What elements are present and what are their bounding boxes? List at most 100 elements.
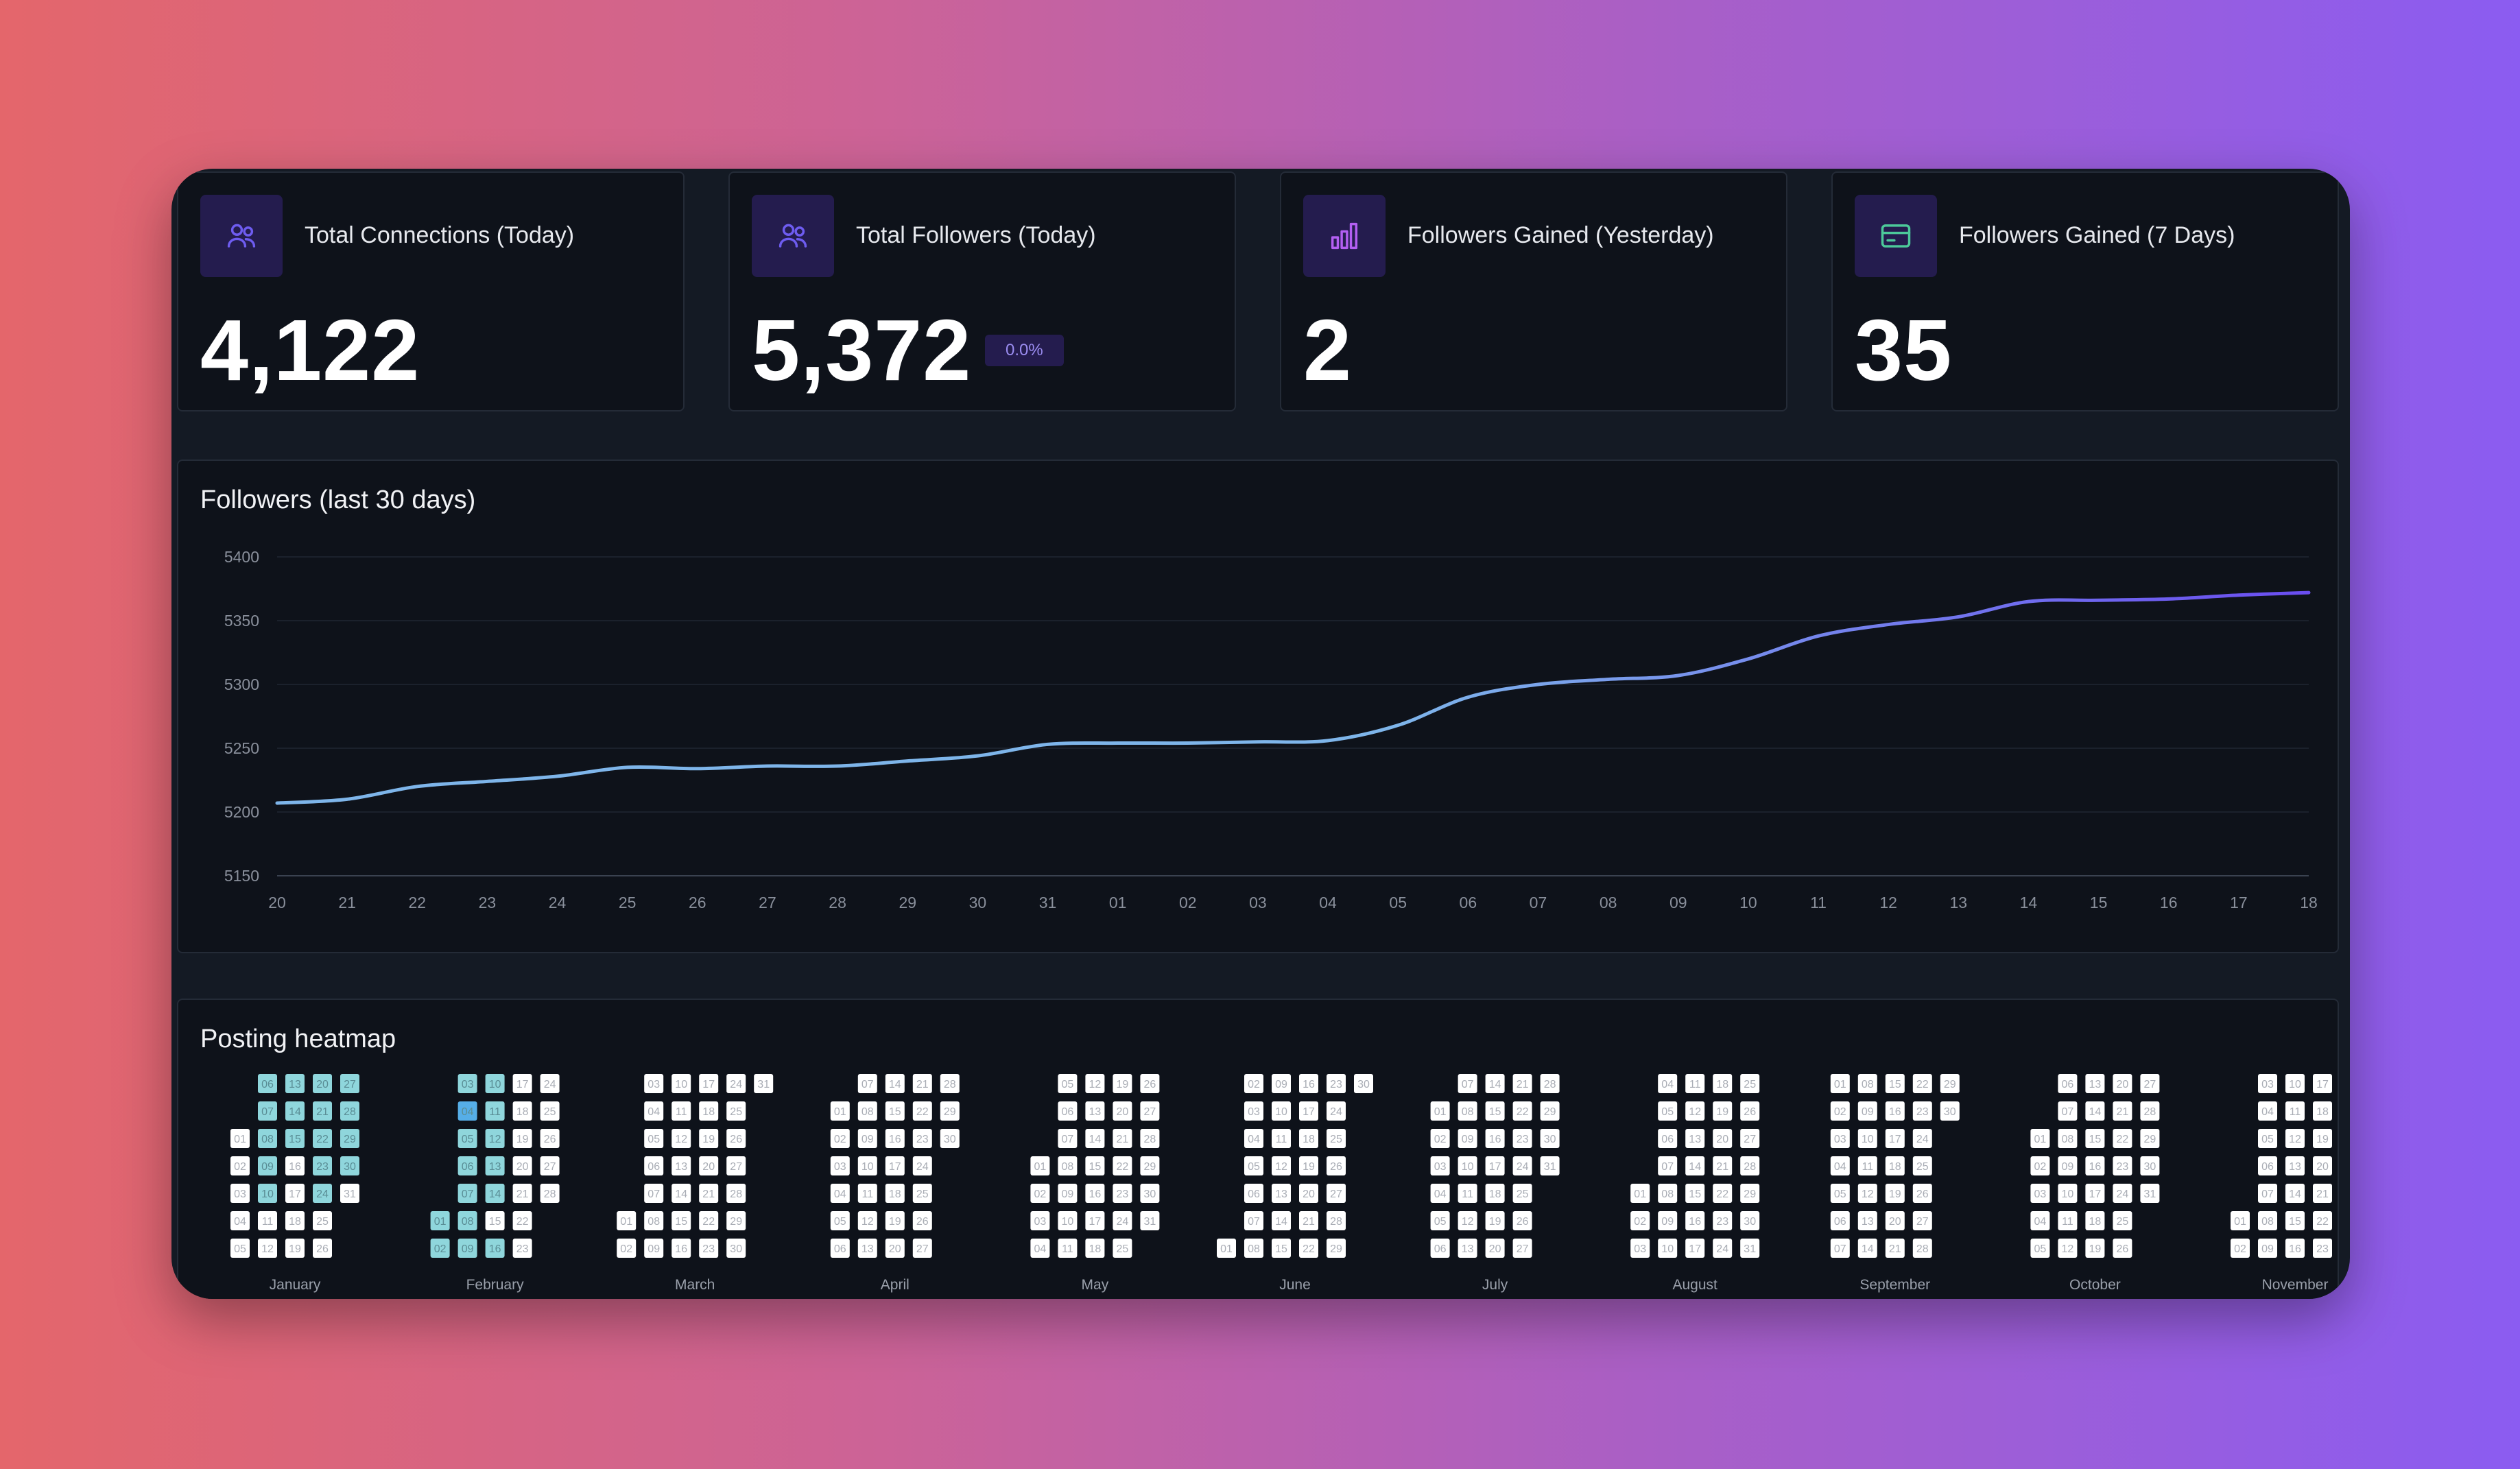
heatmap-cell[interactable] [617,1239,637,1258]
heatmap-cell[interactable] [1140,1101,1160,1121]
heatmap-cell[interactable] [2258,1239,2277,1258]
heatmap-cell[interactable] [699,1156,719,1175]
heatmap-cell[interactable] [1740,1211,1760,1230]
heatmap-cell[interactable] [885,1184,905,1203]
heatmap-cell[interactable] [1458,1239,1477,1258]
heatmap-cell[interactable] [2030,1211,2050,1230]
heatmap-cell[interactable] [1685,1184,1705,1203]
heatmap-cell[interactable] [1685,1129,1705,1148]
heatmap-cell[interactable] [1713,1211,1733,1230]
heatmap-cell[interactable] [1685,1211,1705,1230]
heatmap-cell[interactable] [1912,1156,1932,1175]
heatmap-cell[interactable] [1244,1184,1263,1203]
heatmap-cell[interactable] [1830,1074,1850,1093]
heatmap-cell[interactable] [1085,1129,1105,1148]
heatmap-cell[interactable] [699,1239,719,1258]
heatmap-cell[interactable] [2258,1211,2277,1230]
heatmap-cell[interactable] [1658,1074,1678,1093]
heatmap-cell[interactable] [885,1211,905,1230]
heatmap-cell[interactable] [340,1101,359,1121]
heatmap-cell[interactable] [1630,1211,1650,1230]
heatmap-cell[interactable] [2140,1184,2160,1203]
heatmap-cell[interactable] [340,1156,359,1175]
heatmap-cell[interactable] [1430,1101,1450,1121]
heatmap-cell[interactable] [830,1239,850,1258]
heatmap-cell[interactable] [2030,1129,2050,1148]
heatmap-cell[interactable] [1113,1101,1132,1121]
heatmap-cell[interactable] [1940,1074,1960,1093]
heatmap-cell[interactable] [940,1129,960,1148]
heatmap-cell[interactable] [1113,1184,1132,1203]
heatmap-cell[interactable] [1140,1184,1160,1203]
heatmap-cell[interactable] [830,1211,850,1230]
heatmap-cell[interactable] [1857,1184,1877,1203]
heatmap-cell[interactable] [2231,1239,2250,1258]
heatmap-cell[interactable] [1458,1074,1477,1093]
heatmap-cell[interactable] [285,1239,305,1258]
heatmap-cell[interactable] [485,1211,505,1230]
heatmap-cell[interactable] [2313,1101,2332,1121]
heatmap-cell[interactable] [1299,1074,1318,1093]
heatmap-cell[interactable] [699,1129,719,1148]
heatmap-cell[interactable] [1030,1211,1050,1230]
heatmap-cell[interactable] [2085,1239,2105,1258]
heatmap-cell[interactable] [485,1156,505,1175]
heatmap-cell[interactable] [2140,1074,2160,1093]
heatmap-cell[interactable] [912,1239,932,1258]
heatmap-cell[interactable] [912,1156,932,1175]
heatmap-cell[interactable] [1058,1239,1078,1258]
heatmap-cell[interactable] [1030,1239,1050,1258]
heatmap-cell[interactable] [1912,1184,1932,1203]
heatmap-cell[interactable] [2285,1129,2305,1148]
heatmap-cell[interactable] [2285,1101,2305,1121]
heatmap-cell[interactable] [512,1211,532,1230]
heatmap-cell[interactable] [940,1074,960,1093]
heatmap-cell[interactable] [1512,1184,1532,1203]
heatmap-cell[interactable] [313,1101,332,1121]
heatmap-cell[interactable] [1272,1074,1291,1093]
heatmap-cell[interactable] [1113,1129,1132,1148]
heatmap-cell[interactable] [644,1184,664,1203]
heatmap-cell[interactable] [1327,1239,1346,1258]
heatmap-cell[interactable] [1458,1184,1477,1203]
heatmap-cell[interactable] [1512,1239,1532,1258]
heatmap-cell[interactable] [1485,1211,1505,1230]
heatmap-cell[interactable] [1685,1101,1705,1121]
heatmap-cell[interactable] [2140,1156,2160,1175]
heatmap-cell[interactable] [2085,1211,2105,1230]
heatmap-cell[interactable] [1485,1101,1505,1121]
heatmap-cell[interactable] [2140,1129,2160,1148]
heatmap-cell[interactable] [857,1156,877,1175]
heatmap-cell[interactable] [1885,1184,1905,1203]
heatmap-cell[interactable] [1857,1239,1877,1258]
heatmap-cell[interactable] [540,1074,560,1093]
heatmap-cell[interactable] [1458,1156,1477,1175]
heatmap-cell[interactable] [285,1184,305,1203]
heatmap-cell[interactable] [857,1211,877,1230]
heatmap-cell[interactable] [485,1184,505,1203]
heatmap-cell[interactable] [2030,1156,2050,1175]
heatmap-cell[interactable] [671,1129,691,1148]
heatmap-cell[interactable] [726,1101,746,1121]
heatmap-cell[interactable] [1512,1211,1532,1230]
heatmap-cell[interactable] [1113,1239,1132,1258]
heatmap-cell[interactable] [726,1239,746,1258]
heatmap-cell[interactable] [1740,1129,1760,1148]
heatmap-cell[interactable] [2058,1239,2078,1258]
heatmap-cell[interactable] [313,1156,332,1175]
heatmap-cell[interactable] [1327,1074,1346,1093]
heatmap-cell[interactable] [2085,1129,2105,1148]
heatmap-cell[interactable] [1272,1184,1291,1203]
heatmap-cell[interactable] [1830,1101,1850,1121]
heatmap-cell[interactable] [1713,1156,1733,1175]
heatmap-cell[interactable] [1058,1156,1078,1175]
heatmap-cell[interactable] [1512,1156,1532,1175]
heatmap-cell[interactable] [1630,1239,1650,1258]
heatmap-cell[interactable] [1713,1129,1733,1148]
heatmap-cell[interactable] [1058,1129,1078,1148]
heatmap-cell[interactable] [1140,1074,1160,1093]
heatmap-cell[interactable] [1272,1211,1291,1230]
heatmap-cell[interactable] [1327,1101,1346,1121]
heatmap-cell[interactable] [2058,1184,2078,1203]
heatmap-cell[interactable] [1885,1101,1905,1121]
